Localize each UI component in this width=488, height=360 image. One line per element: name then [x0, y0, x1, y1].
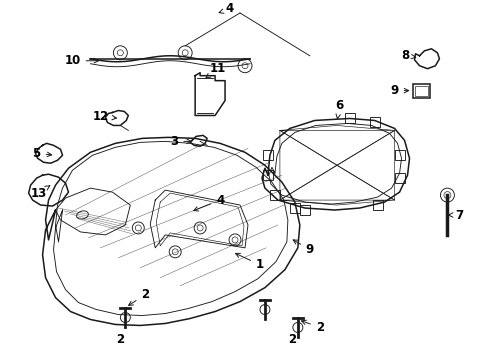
Text: 2: 2	[287, 333, 295, 346]
Text: 2: 2	[301, 320, 323, 334]
Text: 7: 7	[447, 208, 463, 221]
Text: 3: 3	[170, 135, 191, 148]
Text: 10: 10	[64, 54, 99, 67]
Text: 2: 2	[128, 288, 149, 305]
Text: 1: 1	[235, 253, 264, 271]
Text: 6: 6	[335, 99, 343, 119]
Text: 4: 4	[193, 194, 224, 211]
Text: 2: 2	[116, 333, 124, 346]
Text: 12: 12	[92, 110, 116, 123]
Text: 11: 11	[205, 62, 226, 78]
Text: 5: 5	[32, 147, 52, 160]
Text: 9: 9	[293, 240, 313, 256]
Text: 13: 13	[30, 186, 50, 199]
Text: 4: 4	[219, 3, 234, 15]
Text: 8: 8	[401, 49, 415, 62]
Text: 9: 9	[389, 84, 408, 97]
